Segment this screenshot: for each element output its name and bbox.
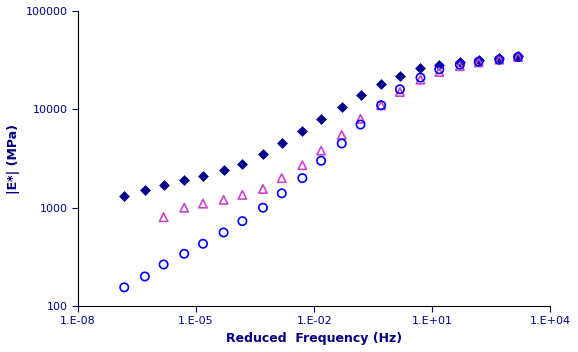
Point	[356, 116, 365, 122]
Point	[298, 163, 307, 168]
Point	[238, 161, 247, 166]
Point	[317, 148, 326, 153]
Point	[455, 63, 465, 69]
Point	[198, 201, 208, 206]
Point	[277, 190, 286, 196]
Point	[317, 116, 326, 122]
Point	[219, 168, 228, 173]
Point	[495, 56, 504, 61]
Point	[120, 194, 129, 199]
Point	[180, 205, 189, 210]
Point	[395, 89, 405, 95]
Point	[356, 92, 365, 98]
Point	[513, 54, 523, 60]
Point	[317, 158, 326, 164]
Point	[395, 87, 405, 92]
Point	[513, 54, 523, 60]
Point	[238, 218, 247, 224]
Point	[416, 75, 425, 81]
Point	[159, 214, 168, 220]
Point	[159, 262, 168, 267]
Point	[337, 141, 346, 146]
Point	[238, 192, 247, 198]
Point	[219, 230, 228, 235]
Point	[337, 105, 346, 110]
Point	[495, 57, 504, 62]
Point	[198, 173, 208, 179]
Point	[298, 175, 307, 181]
Point	[376, 102, 386, 108]
Point	[435, 62, 444, 67]
Point	[258, 205, 268, 210]
Point	[455, 62, 465, 67]
Point	[474, 59, 483, 65]
Point	[376, 102, 386, 108]
Point	[258, 186, 268, 192]
Point	[277, 175, 286, 181]
Point	[416, 77, 425, 82]
Point	[435, 67, 444, 72]
Point	[159, 182, 168, 188]
Point	[120, 284, 129, 290]
Point	[495, 57, 504, 62]
Point	[277, 141, 286, 146]
Point	[395, 73, 405, 78]
Point	[180, 177, 189, 183]
Point	[219, 197, 228, 203]
Point	[356, 122, 365, 127]
Point	[435, 69, 444, 75]
Point	[474, 59, 483, 64]
Point	[337, 132, 346, 138]
X-axis label: Reduced  Frequency (Hz): Reduced Frequency (Hz)	[226, 332, 402, 345]
Y-axis label: |E*| (MPa): |E*| (MPa)	[7, 124, 20, 194]
Point	[376, 81, 386, 87]
Point	[298, 128, 307, 134]
Point	[416, 66, 425, 71]
Point	[513, 54, 523, 59]
Point	[198, 241, 208, 247]
Point	[140, 188, 150, 193]
Point	[474, 57, 483, 63]
Point	[180, 251, 189, 257]
Point	[258, 151, 268, 157]
Point	[455, 59, 465, 65]
Point	[140, 274, 150, 279]
